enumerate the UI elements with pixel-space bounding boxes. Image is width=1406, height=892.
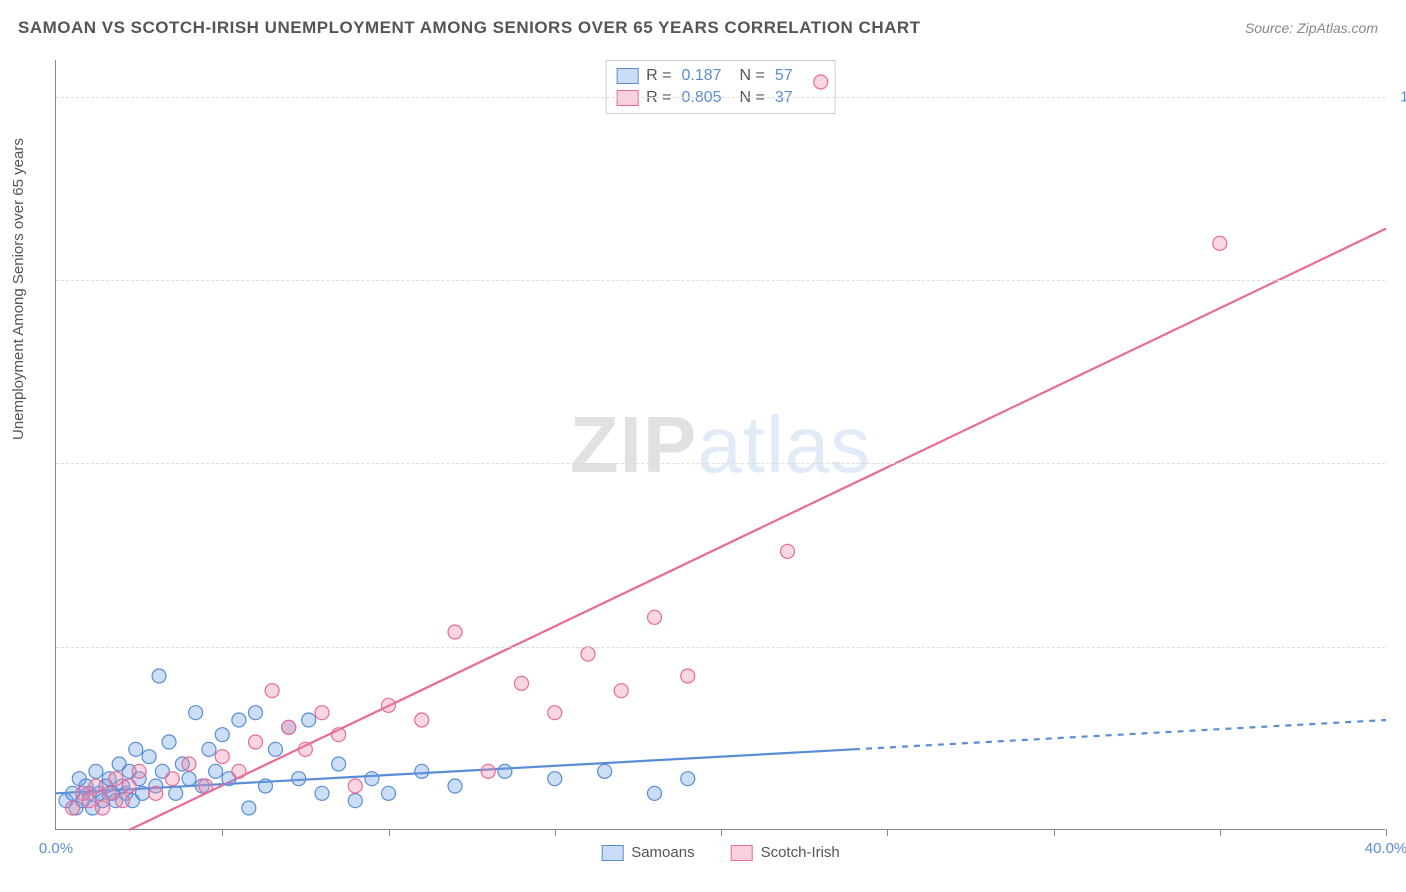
data-point-0: [142, 750, 156, 764]
legend-item-scotch-irish: Scotch-Irish: [731, 844, 840, 861]
data-point-0: [268, 742, 282, 756]
data-point-1: [182, 757, 196, 771]
data-point-1: [781, 544, 795, 558]
data-point-0: [129, 742, 143, 756]
data-point-0: [89, 764, 103, 778]
legend-series: Samoans Scotch-Irish: [601, 844, 840, 861]
data-point-1: [122, 779, 136, 793]
data-point-1: [282, 720, 296, 734]
source-attribution: Source: ZipAtlas.com: [1245, 20, 1378, 36]
data-point-1: [648, 610, 662, 624]
data-point-0: [242, 801, 256, 815]
data-point-0: [348, 794, 362, 808]
data-point-0: [182, 772, 196, 786]
data-point-0: [382, 786, 396, 800]
legend-swatch-blue: [601, 845, 623, 861]
regression-line-dashed-0: [854, 720, 1386, 749]
data-point-0: [498, 764, 512, 778]
chart-svg: [56, 60, 1385, 829]
data-point-0: [169, 786, 183, 800]
data-point-1: [82, 794, 96, 808]
x-tick: [1054, 829, 1055, 836]
legend-label-samoans: Samoans: [631, 844, 694, 861]
data-point-1: [382, 698, 396, 712]
data-point-0: [152, 669, 166, 683]
data-point-0: [448, 779, 462, 793]
data-point-0: [365, 772, 379, 786]
x-tick: [222, 829, 223, 836]
data-point-0: [548, 772, 562, 786]
data-point-0: [202, 742, 216, 756]
data-point-1: [448, 625, 462, 639]
data-point-1: [215, 750, 229, 764]
data-point-0: [302, 713, 316, 727]
data-point-1: [814, 75, 828, 89]
x-tick: [389, 829, 390, 836]
data-point-0: [648, 786, 662, 800]
data-point-1: [96, 801, 110, 815]
data-point-1: [165, 772, 179, 786]
legend-label-scotch-irish: Scotch-Irish: [761, 844, 840, 861]
data-point-1: [315, 706, 329, 720]
data-point-1: [109, 772, 123, 786]
data-point-1: [332, 728, 346, 742]
data-point-0: [209, 764, 223, 778]
legend-item-samoans: Samoans: [601, 844, 694, 861]
x-tick-label: 40.0%: [1365, 840, 1406, 857]
data-point-1: [132, 764, 146, 778]
data-point-1: [614, 684, 628, 698]
gridline-h: [56, 97, 1385, 98]
y-axis-label: Unemployment Among Seniors over 65 years: [10, 138, 27, 440]
chart-title: SAMOAN VS SCOTCH-IRISH UNEMPLOYMENT AMON…: [18, 18, 921, 38]
y-tick-label: 25.0%: [1391, 638, 1406, 655]
data-point-1: [199, 779, 213, 793]
data-point-1: [265, 684, 279, 698]
gridline-h: [56, 647, 1385, 648]
data-point-1: [149, 786, 163, 800]
data-point-1: [681, 669, 695, 683]
regression-line-1: [129, 229, 1386, 830]
data-point-0: [232, 713, 246, 727]
data-point-1: [548, 706, 562, 720]
x-tick-label: 0.0%: [39, 840, 73, 857]
x-tick: [1220, 829, 1221, 836]
x-tick: [721, 829, 722, 836]
x-tick: [555, 829, 556, 836]
plot-area: ZIPatlas R = 0.187 N = 57 R = 0.805 N = …: [55, 60, 1385, 830]
data-point-1: [89, 779, 103, 793]
data-point-0: [332, 757, 346, 771]
data-point-1: [415, 713, 429, 727]
data-point-1: [348, 779, 362, 793]
data-point-1: [581, 647, 595, 661]
data-point-0: [598, 764, 612, 778]
data-point-1: [116, 794, 130, 808]
data-point-0: [215, 728, 229, 742]
data-point-1: [232, 764, 246, 778]
data-point-0: [189, 706, 203, 720]
data-point-0: [249, 706, 263, 720]
y-tick-label: 100.0%: [1391, 88, 1406, 105]
data-point-0: [681, 772, 695, 786]
data-point-0: [258, 779, 272, 793]
gridline-h: [56, 280, 1385, 281]
y-tick-label: 50.0%: [1391, 455, 1406, 472]
data-point-1: [515, 676, 529, 690]
x-tick: [1386, 829, 1387, 836]
y-tick-label: 75.0%: [1391, 272, 1406, 289]
gridline-h: [56, 463, 1385, 464]
data-point-0: [292, 772, 306, 786]
data-point-0: [315, 786, 329, 800]
data-point-1: [102, 786, 116, 800]
data-point-1: [1213, 236, 1227, 250]
data-point-0: [162, 735, 176, 749]
data-point-1: [298, 742, 312, 756]
data-point-0: [135, 786, 149, 800]
x-tick: [887, 829, 888, 836]
data-point-1: [66, 801, 80, 815]
legend-swatch-pink: [731, 845, 753, 861]
data-point-1: [481, 764, 495, 778]
data-point-1: [249, 735, 263, 749]
data-point-0: [415, 764, 429, 778]
